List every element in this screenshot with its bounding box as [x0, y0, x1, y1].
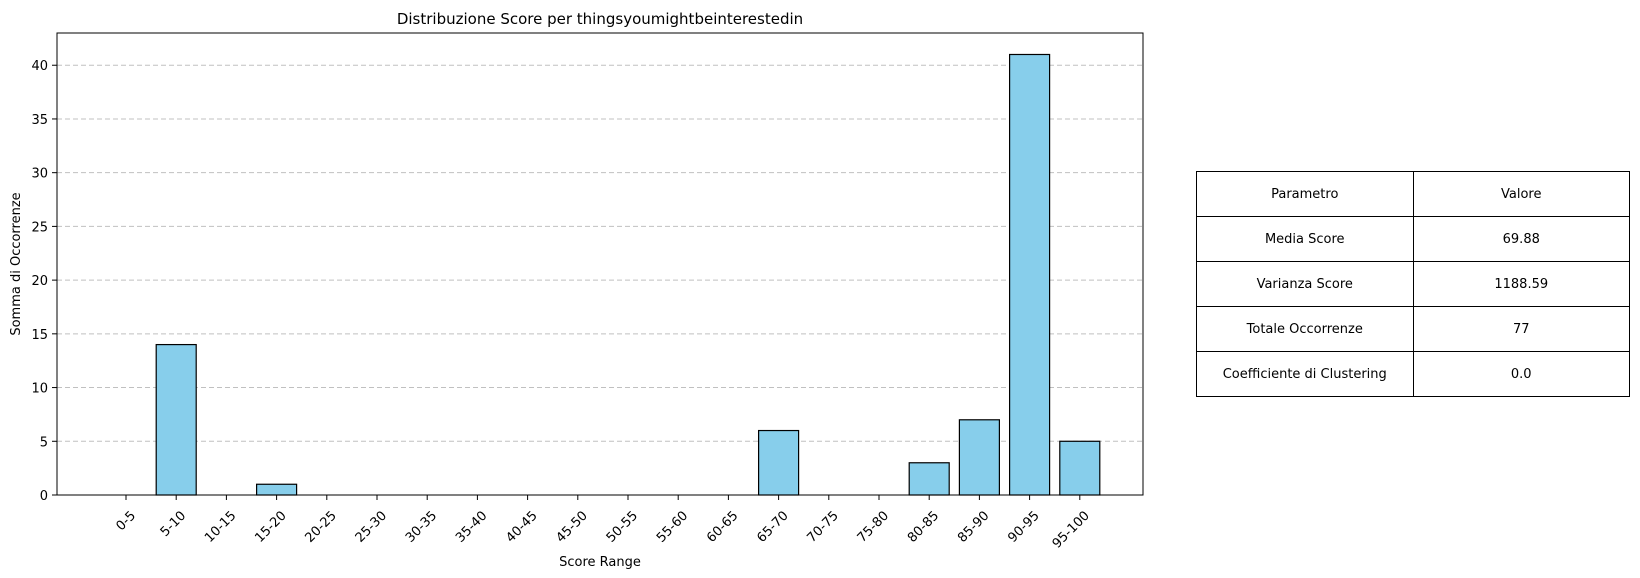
- table-row: Varianza Score 1188.59: [1196, 261, 1630, 307]
- table-cell-value: 0.0: [1412, 351, 1630, 397]
- table-cell-value: 69.88: [1412, 216, 1630, 262]
- x-tick-label: 15-20: [252, 508, 289, 545]
- y-tick-label: 40: [31, 59, 48, 74]
- x-tick-label: 75-80: [855, 508, 892, 545]
- grid-layer: [57, 64, 1143, 442]
- bar: [256, 483, 298, 496]
- table-row: Media Score 69.88: [1196, 216, 1630, 262]
- x-tick-label: 55-60: [654, 508, 691, 545]
- y-tick-label: 5: [40, 435, 48, 450]
- table-cell-value: 1188.59: [1412, 261, 1630, 307]
- y-axis-label: Somma di Occorrenze: [9, 192, 24, 335]
- x-tick-label: 35-40: [453, 508, 490, 545]
- x-tick-label: 60-65: [704, 508, 741, 545]
- x-tick-label: 70-75: [805, 508, 842, 545]
- y-tick-label: 30: [31, 167, 48, 182]
- table-header-cell: Valore: [1412, 171, 1630, 217]
- table-row: Coefficiente di Clustering 0.0: [1196, 351, 1630, 397]
- table-cell-value: 77: [1412, 306, 1630, 352]
- x-tick-label: 5-10: [158, 508, 189, 539]
- x-tick-label: 90-95: [1005, 508, 1042, 545]
- x-tick-label: 80-85: [905, 508, 942, 545]
- x-tick-label: 20-25: [303, 508, 340, 545]
- plot-frame: [56, 32, 1144, 496]
- x-tick-label: 40-45: [503, 508, 540, 545]
- bar: [1008, 53, 1051, 496]
- table-header-row: Parametro Valore: [1196, 171, 1630, 217]
- table-row: Totale Occorrenze 77: [1196, 306, 1630, 352]
- y-tick-label: 15: [31, 328, 48, 343]
- bar: [1059, 440, 1101, 496]
- y-tick-label: 10: [31, 382, 48, 397]
- bars-layer: [155, 53, 1101, 496]
- chart-title: Distribuzione Score per thingsyoumightbe…: [397, 10, 803, 28]
- x-tick-label: 50-55: [604, 508, 641, 545]
- table-cell-param: Coefficiente di Clustering: [1196, 351, 1414, 397]
- bar: [958, 419, 1001, 496]
- table-cell-param: Varianza Score: [1196, 261, 1414, 307]
- table-cell-param: Media Score: [1196, 216, 1414, 262]
- x-tick-label: 10-15: [202, 508, 239, 545]
- bar: [908, 462, 950, 496]
- table-cell-param: Totale Occorrenze: [1196, 306, 1414, 352]
- y-tick-label: 0: [40, 489, 48, 504]
- x-tick-label: 0-5: [113, 508, 139, 534]
- x-tick-label: 25-30: [353, 508, 390, 545]
- x-tick-label: 95-100: [1050, 508, 1093, 551]
- y-tick-label: 25: [31, 220, 48, 235]
- x-axis-label: Score Range: [559, 555, 641, 570]
- x-tick-label: 45-50: [554, 508, 591, 545]
- table-header-cell: Parametro: [1196, 171, 1414, 217]
- bar: [757, 429, 800, 496]
- y-tick-label: 35: [31, 113, 48, 128]
- bar: [155, 343, 197, 496]
- x-tick-label: 85-90: [955, 508, 992, 545]
- x-tick-label: 30-35: [403, 508, 440, 545]
- y-axis: 0 5 10 15 20 25 30 35 40: [31, 59, 57, 504]
- x-tick-label: 65-70: [754, 508, 791, 545]
- stats-table: Parametro Valore Media Score 69.88 Varia…: [1196, 171, 1630, 397]
- y-tick-label: 20: [31, 274, 48, 289]
- x-axis: 0-5 5-10 10-15 15-20 20-25 25-30 30-35 35-40 40-…: [113, 495, 1093, 552]
